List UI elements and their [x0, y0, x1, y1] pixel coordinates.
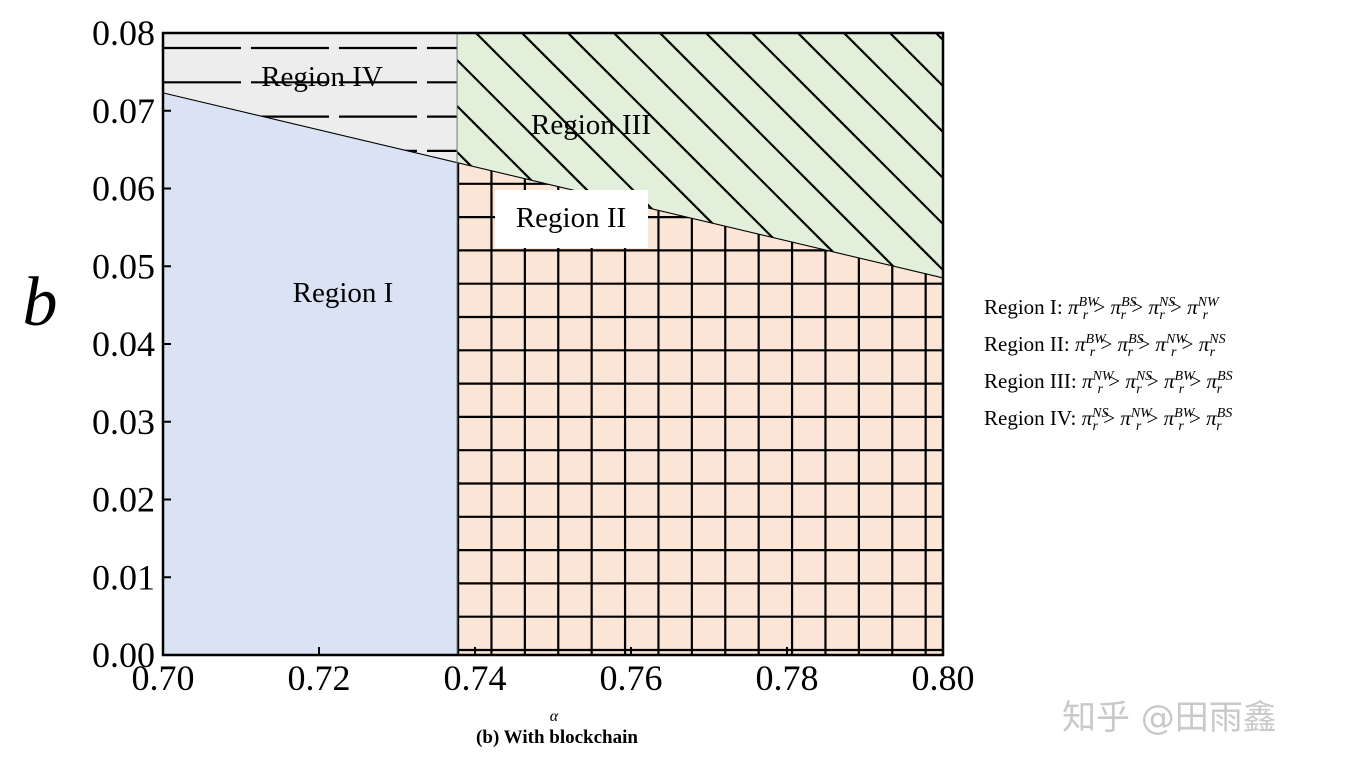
x-tick-label: 0.74 [444, 658, 507, 698]
legend-profit-term: πBSr [1110, 295, 1137, 324]
region-4-label: Region IV [261, 61, 383, 93]
legend-profit-term: πNSr [1148, 295, 1176, 324]
legend-row: Region III: πNWr > πNSr > πBWr > πBSr [984, 358, 1233, 398]
regions-layer [163, 33, 943, 656]
region-1-fill [163, 92, 458, 656]
legend-profit-term: πNSr [1198, 332, 1226, 361]
legend-profit-term: πNWr [1187, 295, 1219, 324]
legend-row: Region I: πBWr > πBSr > πNSr > πNWr [984, 284, 1222, 324]
x-tick-label: 0.72 [288, 658, 351, 698]
hatch-layer [163, 33, 943, 655]
x-tick-label: 0.78 [756, 658, 819, 698]
legend-relation: > [1126, 295, 1149, 319]
legend-relation: > [1097, 406, 1121, 430]
legend-relation: > [1088, 295, 1111, 319]
legend-profit-term: πBSr [1206, 406, 1233, 435]
region-4-fill [163, 33, 458, 163]
chart-subtitle: (b) With blockchain [476, 727, 638, 748]
region-2-hatch [457, 162, 943, 655]
y-tick-label: 0.03 [92, 402, 155, 442]
y-tick-label: 0.05 [92, 246, 155, 286]
legend-relation: > [1141, 369, 1164, 393]
y-tick-label: 0.04 [92, 324, 155, 364]
legend-region-label: Region I: [984, 295, 1068, 319]
y-tick-label: 0.06 [92, 169, 155, 209]
region-2-label-box [495, 190, 648, 248]
legend-profit-term: πBWr [1074, 332, 1106, 361]
legend-profit-term: πBSr [1206, 369, 1233, 398]
y-axis-label: b [23, 264, 58, 341]
legend-profit-term: πBWr [1163, 406, 1195, 435]
region-2-label: Region II [516, 202, 626, 234]
legend-profit-term: πNSr [1125, 369, 1153, 398]
legend-relation: > [1183, 406, 1207, 430]
legend-relation: > [1164, 295, 1188, 319]
legend-region-label: Region III: [984, 369, 1082, 393]
legend-row: Region IV: πNSr > πNWr > πBWr > πBSr [984, 395, 1233, 435]
x-tick-label: 0.80 [912, 658, 975, 698]
region-1-label: Region I [293, 277, 394, 309]
legend-profit-term: πBWr [1068, 295, 1099, 324]
legend-region-label: Region IV: [984, 406, 1082, 430]
ticks-layer: 0.70 0.72 0.74 0.76 0.78 0.80 0.00 0.01 0.02 0.03… [92, 13, 975, 698]
legend-profit-term: πBWr [1163, 369, 1195, 398]
y-tick-label: 0.00 [92, 635, 155, 675]
legend-profit-term: πNWr [1155, 332, 1187, 361]
legend-profit-term: πNWr [1120, 406, 1152, 435]
y-tick-label: 0.08 [92, 13, 155, 53]
y-tick-label: 0.02 [92, 480, 155, 520]
legend-region-label: Region II: [984, 332, 1075, 356]
legend-relation: > [1133, 332, 1156, 356]
region-2-fill [457, 162, 943, 656]
region-3-fill [457, 33, 943, 278]
legend-profit-term: πBSr [1117, 332, 1144, 361]
boundary-layer [162, 33, 944, 655]
x-tick-label: 0.70 [132, 658, 195, 698]
legend-row: Region II: πBWr > πBSr > πNWr > πNSr [984, 321, 1226, 361]
legend-profit-term: πNSr [1081, 406, 1109, 435]
y-tick-label: 0.07 [92, 91, 155, 131]
legend-relation: > [1184, 369, 1207, 393]
watermark: 知乎 @田雨鑫 [1062, 698, 1277, 738]
legend-profit-term: πNWr [1081, 369, 1114, 398]
x-tick-label: 0.76 [600, 658, 663, 698]
region-3-label: Region III [531, 109, 651, 141]
y-tick-label: 0.01 [92, 557, 155, 597]
legend-relation: > [1176, 332, 1199, 356]
legend-relation: > [1102, 369, 1126, 393]
x-axis-label: α [550, 708, 559, 725]
legend-relation: > [1095, 332, 1118, 356]
legend-relation: > [1141, 406, 1164, 430]
legend: Region I: πBWr > πBSr > πNSr > πNWr Regio… [984, 284, 1233, 435]
boundary-line [162, 92, 944, 279]
labels-layer: Region I Region II Region III Region IV b α (b… [23, 61, 652, 748]
